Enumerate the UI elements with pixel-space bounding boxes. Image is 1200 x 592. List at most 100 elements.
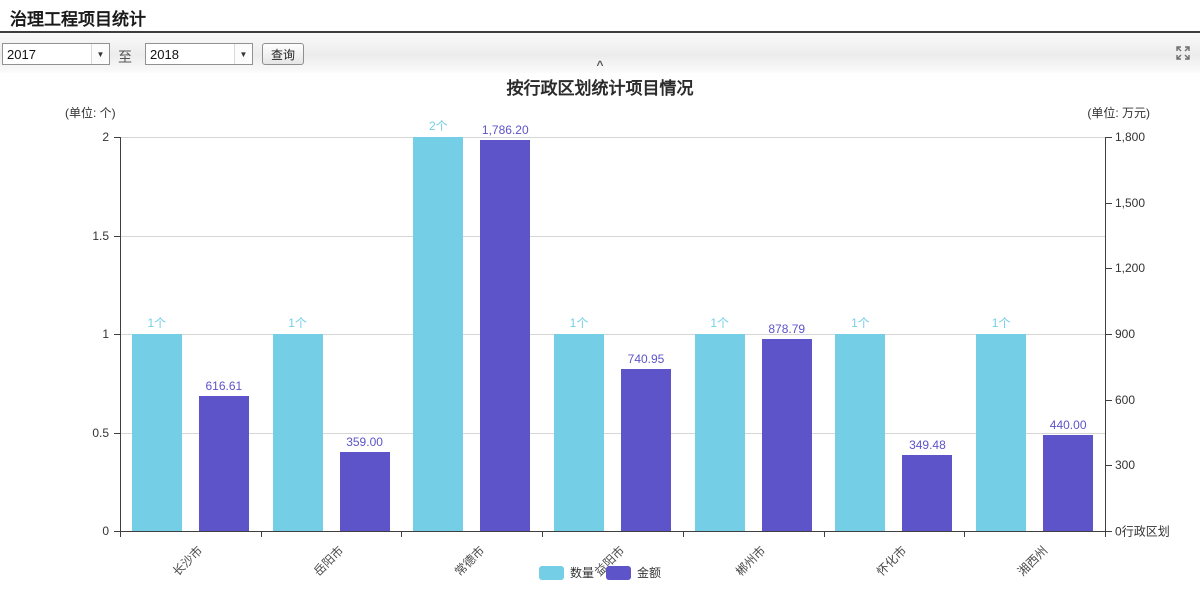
y-axis-right-tick [1106,137,1112,138]
bar-amount-value-label: 616.61 [205,379,243,394]
year-from-select[interactable]: 2017 ▼ [2,43,110,65]
y-axis-right-tick [1106,202,1112,204]
chevron-down-icon[interactable]: ▼ [234,44,252,64]
year-to-select[interactable]: 2018 ▼ [145,43,253,65]
bar-quantity-value-label: 1个 [710,316,730,330]
y-axis-right-tick-value: 1,200 [1115,261,1146,276]
chart-title: 按行政区划统计项目情况 [506,79,694,98]
bar-amount[interactable] [480,140,531,531]
bar-amount-value-label: 359.00 [346,435,383,450]
y-axis-left-line [120,137,121,532]
y-axis-right-tick-value: 1,800 [1115,130,1146,144]
gridline [120,432,1105,434]
bar-quantity[interactable] [694,334,745,531]
bar-amount[interactable] [339,452,390,531]
y-axis-right-tick-label: 0行政区划 [1115,523,1170,540]
x-axis-name: 行政区划 [1121,524,1170,539]
legend-swatch [606,565,631,580]
gridline [120,235,1105,237]
left-axis-unit-label: (单位: 个) [65,106,116,120]
bar-quantity-value-label: 1个 [851,316,870,330]
bar-amount-value-label: 1,786.20 [481,123,529,138]
bar-quantity-value-label: 1个 [991,316,1011,330]
y-axis-left-tick [114,137,120,138]
y-axis-left-tick [114,432,120,434]
y-axis-left-tick-label: 1 [102,327,109,341]
bar-quantity-value-label: 1个 [147,316,167,330]
legend-label: 数量 [569,566,594,580]
gridline [120,334,1105,335]
legend-item[interactable]: 数量 [538,564,594,581]
bar-quantity[interactable] [976,334,1027,531]
legend-label: 金额 [637,566,662,580]
toolbar: 2017 ▼ 至 2018 ▼ 查询 [0,33,1200,73]
y-axis-right-tick-value: 0 [1115,524,1122,539]
y-axis-right-tick-value: 900 [1115,327,1136,341]
y-axis-left-tick-label: 2 [102,130,109,144]
x-axis-tick [823,531,825,537]
x-axis-line [120,531,1106,532]
y-axis-right-tick-label: 300 [1115,458,1135,472]
bar-quantity-value-label: 1个 [569,316,589,330]
x-axis-tick [964,531,966,537]
y-axis-right-tick [1106,465,1112,467]
legend: 数量 金额 [0,564,1200,581]
right-axis-unit-label: (单位: 万元) [1087,106,1150,120]
y-axis-right-tick-value: 1,500 [1115,195,1146,210]
plot-area: 2 1.5 1 0.5 0 1,800 1,500 1,200 900 600 300 0行政区划 1个… [92,119,1169,579]
x-axis-tick [260,531,262,537]
bar-quantity[interactable] [554,334,604,531]
legend-item[interactable]: 金额 [606,564,661,581]
page-title: 治理工程项目统计 [10,10,146,29]
y-axis-right-tick-label: 600 [1115,393,1135,407]
y-axis-right-tick-value: 600 [1115,392,1136,407]
bar-amount-value-label: 440.00 [1049,417,1087,432]
x-axis-tick [1105,531,1106,537]
bar-quantity[interactable] [272,334,323,531]
y-axis-left-tick-label: 1.5 [92,228,109,243]
bar-amount[interactable] [621,368,671,531]
bar-amount-value-label: 878.79 [768,321,806,336]
bar-amount-value-label: 349.48 [909,437,946,452]
y-axis-left-tick-label: 0 [102,524,109,538]
bar-quantity-value-label: 2个 [428,119,448,133]
title-divider [0,31,1200,33]
y-axis-right-tick-label: 1,800 [1115,130,1145,144]
gridline [120,137,1105,138]
y-axis-left-tick-label: 0.5 [92,425,109,440]
bar-amount[interactable] [902,454,953,531]
x-axis-tick [120,531,121,537]
y-axis-right-tick [1106,268,1112,270]
y-axis-left-tick [114,235,120,237]
y-axis-left-tick [114,334,120,335]
y-axis-right-tick [1106,334,1112,335]
x-axis-tick [542,531,544,537]
bar-quantity-value-label: 1个 [288,316,307,330]
bar-amount[interactable] [1043,434,1094,531]
y-axis-left-tick [114,531,120,532]
query-button[interactable]: 查询 [262,43,305,65]
y-axis-right-tick-value: 300 [1115,458,1136,473]
y-axis-right-tick-label: 1,500 [1115,196,1145,210]
year-to-value: 2018 [150,47,179,62]
bar-amount[interactable] [198,396,249,531]
x-axis-tick [682,531,684,537]
bar-quantity[interactable] [413,137,464,531]
y-axis-right-tick [1106,531,1112,532]
y-axis-right-tick [1106,399,1112,401]
y-axis-right-tick-label: 900 [1115,327,1135,341]
to-label: 至 [118,49,132,65]
collapse-caret-icon[interactable]: ^ [596,58,604,72]
bar-amount-value-label: 740.95 [627,351,665,366]
chevron-down-icon[interactable]: ▼ [91,44,109,64]
legend-swatch [538,565,564,580]
x-axis-tick [401,531,403,537]
bar-quantity[interactable] [835,334,886,531]
y-axis-right-tick-label: 1,200 [1115,261,1145,275]
bar-amount[interactable] [761,338,812,531]
bar-quantity[interactable] [131,334,182,531]
fullscreen-expand-icon[interactable] [1174,44,1192,62]
year-from-value: 2017 [7,47,36,62]
y-axis-right-line [1105,137,1106,532]
